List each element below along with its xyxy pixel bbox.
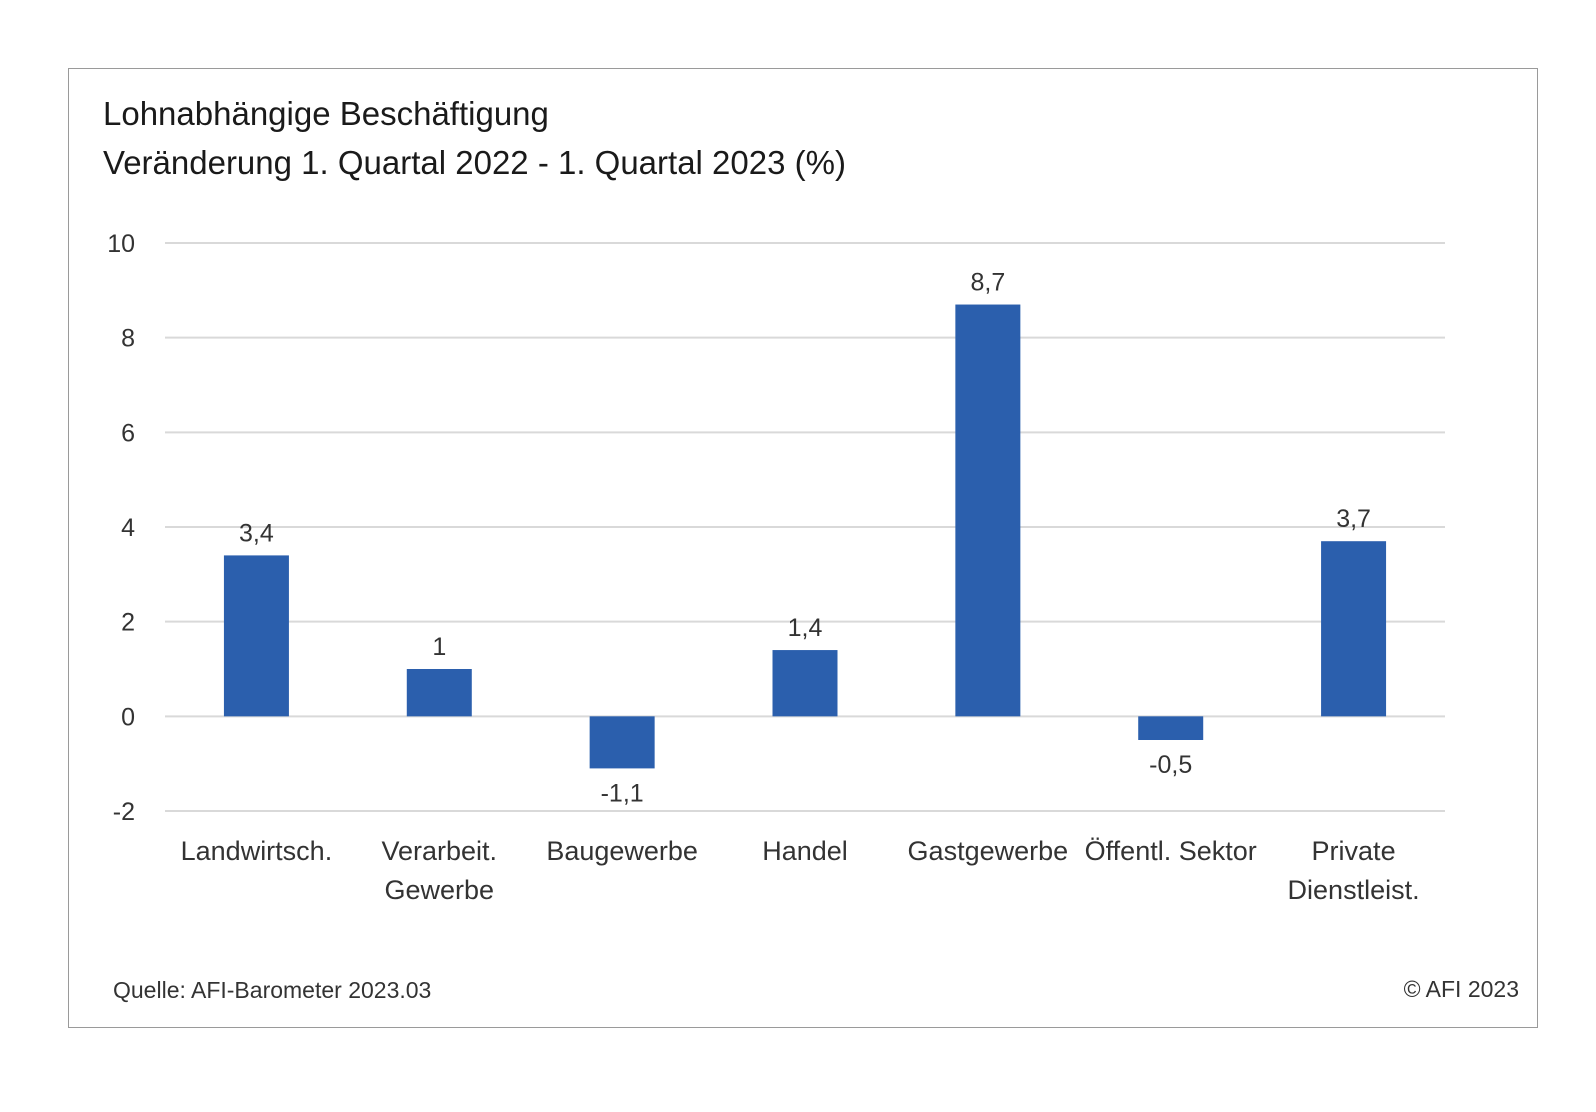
x-category-label: Landwirtsch. — [181, 836, 333, 866]
data-label: 3,7 — [1336, 505, 1371, 533]
x-category-label: Private Dienstleist. — [1288, 836, 1420, 905]
y-tick-label: 8 — [121, 325, 135, 353]
bar — [406, 669, 472, 717]
x-category-label: Handel — [762, 836, 848, 866]
x-category-label: Baugewerbe — [546, 836, 698, 866]
title-block: Lohnabhängige Beschäftigung Veränderung … — [103, 89, 846, 187]
x-category-label-line: Gastgewerbe — [908, 836, 1069, 866]
data-label: 8,7 — [970, 269, 1005, 297]
chart-subtitle: Veränderung 1. Quartal 2022 - 1. Quartal… — [103, 144, 846, 181]
source-note: Quelle: AFI-Barometer 2023.03 — [113, 977, 432, 1003]
x-category-label: Gastgewerbe — [908, 836, 1069, 866]
copyright-note: © AFI 2023 — [1403, 976, 1519, 1002]
x-category-label-line: Verarbeit. — [381, 836, 497, 866]
data-label: 1 — [432, 633, 446, 661]
x-category-label-line: Private — [1312, 836, 1396, 866]
bar — [955, 304, 1021, 717]
x-category-label-line: Öffentl. Sektor — [1085, 836, 1257, 866]
y-tick-label: 0 — [121, 703, 135, 731]
x-category-label-line: Baugewerbe — [546, 836, 698, 866]
chart-frame: Lohnabhängige Beschäftigung Veränderung … — [68, 68, 1538, 1028]
chart-title: Lohnabhängige Beschäftigung — [103, 95, 549, 132]
y-tick-label: 4 — [121, 514, 135, 542]
y-tick-label: 10 — [107, 230, 135, 258]
bar — [1321, 541, 1387, 717]
x-category-label-line: Landwirtsch. — [181, 836, 333, 866]
y-tick-label: -2 — [113, 798, 135, 826]
bar-chart: -2 0 2 4 6 8 10 3,4 Landwirtsch. 1 Verarbeit. Gewer… — [107, 230, 1445, 905]
x-category-label-line: Gewerbe — [385, 875, 495, 905]
data-label: 1,4 — [788, 614, 823, 642]
bar — [772, 650, 838, 717]
data-label: -0,5 — [1149, 751, 1192, 779]
bar — [589, 716, 655, 769]
data-label: 3,4 — [239, 519, 274, 547]
bar — [223, 555, 289, 717]
x-category-label: Verarbeit. Gewerbe — [381, 836, 497, 905]
x-category-label-line: Handel — [762, 836, 848, 866]
y-tick-label: 6 — [121, 419, 135, 447]
x-category-label: Öffentl. Sektor — [1085, 836, 1257, 866]
data-label: -1,1 — [601, 779, 644, 807]
y-tick-label: 2 — [121, 609, 135, 637]
x-category-label-line: Dienstleist. — [1288, 875, 1420, 905]
bar — [1138, 716, 1204, 740]
